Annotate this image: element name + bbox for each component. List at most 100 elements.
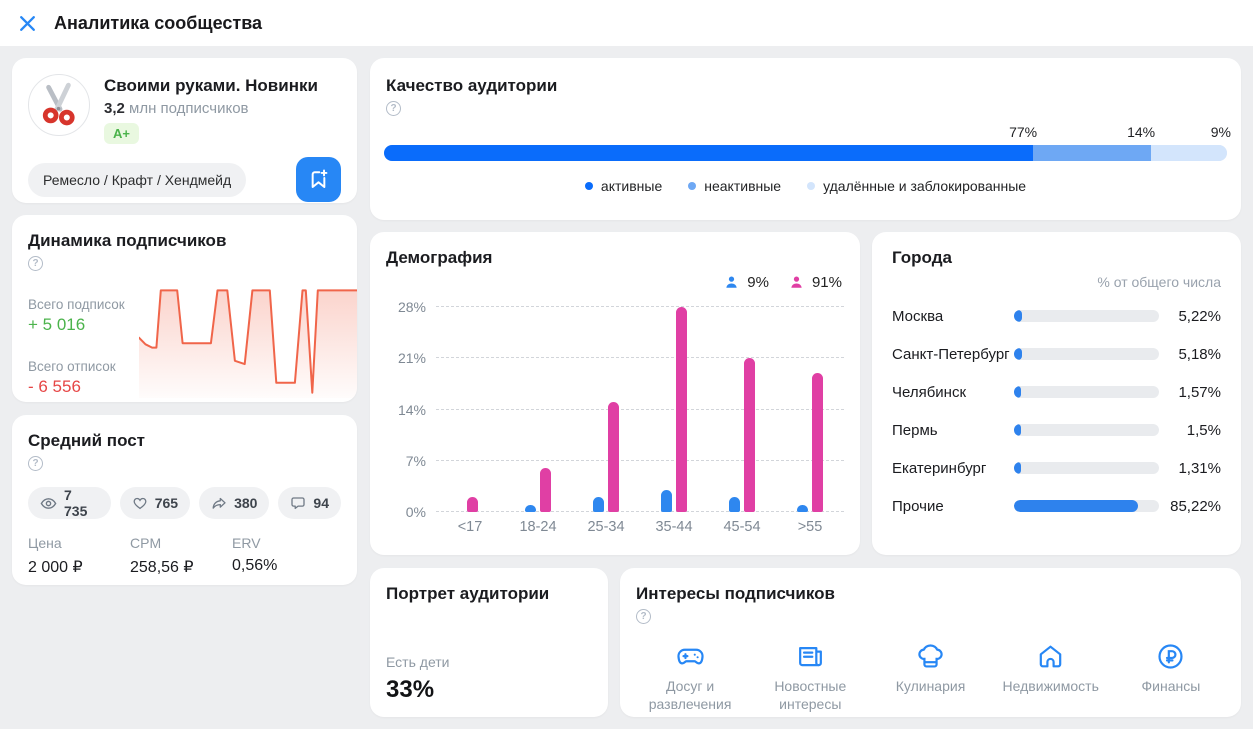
post-stat-erv: ERV 0,56% bbox=[232, 535, 334, 577]
city-row: Екатеринбург 1,31% bbox=[892, 449, 1221, 487]
city-name: Екатеринбург bbox=[892, 459, 987, 477]
female-bar bbox=[812, 372, 823, 512]
x-tick-label: 45-54 bbox=[723, 519, 761, 535]
card-title: Качество аудитории bbox=[386, 76, 558, 95]
male-bar bbox=[525, 504, 536, 512]
legend-dot bbox=[688, 182, 697, 190]
city-name: Прочие bbox=[892, 497, 944, 515]
city-bar-fill bbox=[1014, 424, 1021, 436]
interest-item[interactable]: Досуг и развлечения bbox=[630, 640, 750, 713]
unsubscribed-label: Всего отписок bbox=[28, 359, 116, 374]
help-icon[interactable]: ? bbox=[386, 101, 401, 116]
help-icon[interactable]: ? bbox=[28, 456, 43, 471]
close-button[interactable] bbox=[13, 9, 41, 37]
cities-card: Города % от общего числа Москва 5,22% Санк… bbox=[872, 232, 1241, 555]
dynamics-line-chart bbox=[139, 289, 357, 398]
subscriber-interests-card: Интересы подписчиков ? Досуг и развлечен… bbox=[620, 568, 1241, 717]
bar-group-<17 bbox=[436, 307, 504, 512]
gridline: 21% bbox=[398, 350, 844, 366]
legend-label: активные bbox=[600, 178, 663, 194]
male-percent: 9% bbox=[747, 274, 769, 291]
gridline: 28% bbox=[398, 299, 844, 315]
city-row: Челябинск 1,57% bbox=[892, 373, 1221, 411]
city-row: Москва 5,22% bbox=[892, 297, 1221, 335]
subscribed-value: + 5 016 bbox=[28, 315, 86, 334]
bar-group-45-54 bbox=[708, 307, 776, 512]
card-title: Интересы подписчиков bbox=[636, 584, 835, 603]
quality-segment-deleted-blocked bbox=[1151, 145, 1227, 161]
eye-icon bbox=[40, 495, 57, 512]
x-tick-label: >55 bbox=[797, 519, 823, 535]
interest-label: Недвижимость bbox=[1002, 678, 1099, 694]
audience-portrait-card: Портрет аудитории Есть дети 33% bbox=[370, 568, 608, 717]
likes-metric-value: 765 bbox=[154, 495, 179, 511]
community-name: Своими руками. Новинки bbox=[104, 76, 318, 95]
has-children-label: Есть дети bbox=[386, 654, 450, 670]
bookmark-add-button[interactable] bbox=[296, 157, 341, 202]
demography-plot: 0% 7% 14% 21% 28% bbox=[398, 299, 844, 520]
post-stat-цена: Цена 2 000 ₽ bbox=[28, 535, 130, 577]
subscribed-label: Всего подписок bbox=[28, 297, 125, 312]
male-bar bbox=[797, 504, 808, 512]
y-tick-label: 14% bbox=[397, 401, 426, 418]
female-legend-item: 91% bbox=[789, 274, 842, 291]
interest-label: Финансы bbox=[1141, 678, 1201, 694]
card-title: Динамика подписчиков bbox=[28, 231, 227, 250]
city-row: Прочие 85,22% bbox=[892, 487, 1221, 525]
scissors-avatar-icon bbox=[34, 80, 84, 130]
city-bar-fill bbox=[1014, 310, 1022, 322]
subscriber-dynamics-card: Динамика подписчиков ? Всего подписок + … bbox=[12, 215, 357, 402]
female-bar bbox=[676, 307, 687, 512]
y-tick-label: 28% bbox=[397, 299, 426, 315]
help-icon[interactable]: ? bbox=[28, 256, 43, 271]
gridline: 14% bbox=[398, 402, 844, 418]
shares-metric-pill: 380 bbox=[199, 487, 270, 519]
female-bar bbox=[466, 497, 478, 512]
quality-legend-item-deleted-blocked: удалённые и заблокированные bbox=[807, 178, 1026, 194]
city-bar-track bbox=[1014, 500, 1159, 512]
quality-segment-percent: 14% bbox=[1127, 124, 1156, 140]
y-tick-label: 21% bbox=[397, 350, 426, 367]
female-bar bbox=[744, 358, 755, 512]
quality-bar-labels: 77% 14% 9% bbox=[384, 124, 1231, 145]
city-name: Санкт-Петербург bbox=[892, 345, 1010, 363]
community-subscribers: 3,2 млн подписчиков bbox=[104, 100, 249, 117]
city-row: Пермь 1,5% bbox=[892, 411, 1221, 449]
likes-metric-pill: 765 bbox=[119, 487, 191, 519]
interest-label: Новостные интересы bbox=[774, 678, 847, 713]
city-value: 5,18% bbox=[1178, 345, 1221, 363]
stat-label: ERV bbox=[232, 535, 261, 551]
quality-legend-item-inactive: неактивные bbox=[688, 178, 781, 194]
interest-item[interactable]: Недвижимость bbox=[991, 640, 1111, 713]
bar-group-35-44 bbox=[640, 307, 708, 512]
bar-groups bbox=[436, 307, 844, 512]
gridline: 7% bbox=[406, 453, 844, 469]
city-bar-fill bbox=[1014, 348, 1022, 360]
city-bar-track bbox=[1014, 462, 1159, 474]
help-icon[interactable]: ? bbox=[636, 609, 651, 624]
close-icon bbox=[17, 13, 38, 34]
city-value: 5,22% bbox=[1178, 307, 1221, 325]
quality-segment-percent: 9% bbox=[1210, 124, 1231, 140]
female-person-icon bbox=[789, 275, 804, 290]
comments-metric-value: 94 bbox=[313, 495, 329, 511]
interest-item[interactable]: Кулинария bbox=[870, 640, 990, 713]
interest-item[interactable]: Финансы bbox=[1111, 640, 1231, 713]
quality-segment-percent: 77% bbox=[1009, 124, 1038, 140]
male-legend-item: 9% bbox=[724, 274, 769, 291]
house-icon bbox=[1035, 640, 1066, 672]
post-stat-cpm: CPM 258,56 ₽ bbox=[130, 535, 232, 577]
quality-legend: активные неактивные удалённые и заблокиров… bbox=[384, 178, 1227, 194]
interest-item[interactable]: Новостные интересы bbox=[750, 640, 870, 713]
demography-card: Демография 9% 91% 0% 7% 14% 21% 28% <17 18-24… bbox=[370, 232, 860, 555]
interest-label: Досуг и развлечения bbox=[648, 678, 732, 713]
male-person-icon bbox=[724, 275, 739, 290]
modal-header: Аналитика сообщества bbox=[0, 0, 1253, 46]
city-value: 1,57% bbox=[1178, 383, 1221, 401]
community-avatar[interactable] bbox=[28, 74, 90, 136]
cities-rows: Москва 5,22% Санкт-Петербург 5,18% Челябинск… bbox=[892, 297, 1221, 525]
legend-label: неактивные bbox=[704, 178, 782, 194]
community-card: Своими руками. Новинки 3,2 млн подписчик… bbox=[12, 58, 357, 203]
interest-items: Досуг и развлечения Новостные интересы Кул… bbox=[630, 640, 1231, 713]
audience-quality-card: Качество аудитории ? 77% 14% 9% активные не… bbox=[370, 58, 1241, 220]
